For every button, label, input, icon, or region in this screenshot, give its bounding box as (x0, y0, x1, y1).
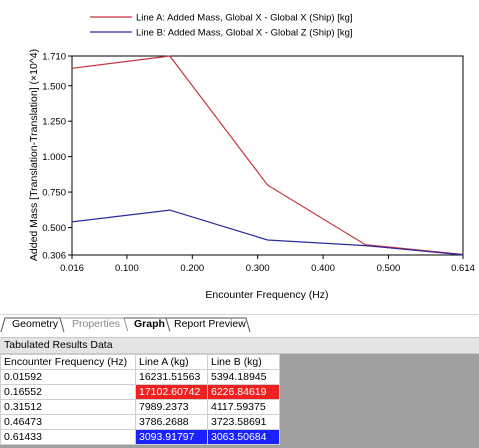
line-a-max-cell[interactable]: 17102.60742 (135, 384, 208, 400)
series-line-b (71, 209, 464, 256)
x-tick-label: 0.614 (451, 263, 475, 274)
y-tick-label: 1.710 (42, 52, 66, 63)
table-row[interactable]: 0.01592 16231.51563 5394.18945 (0, 369, 280, 385)
frequency-cell[interactable]: 0.61433 (0, 429, 136, 445)
legend-line-b-label: Line B: Added Mass, Global X - Global Z … (136, 28, 353, 39)
frequency-cell[interactable]: 0.31512 (0, 399, 136, 415)
x-tick-label: 0.016 (60, 263, 84, 274)
line-a-cell[interactable]: 16231.51563 (135, 369, 208, 385)
line-b-cell[interactable]: 5394.18945 (207, 369, 280, 385)
results-header-row: Encounter Frequency (Hz) Line A (kg) Lin… (0, 354, 280, 370)
x-tick-label: 0.300 (246, 263, 270, 274)
view-tab-strip: Geometry Properties Graph Report Preview (0, 314, 479, 333)
line-a-min-cell[interactable]: 3093.91797 (135, 429, 208, 445)
tab-geometry[interactable]: Geometry (12, 318, 59, 330)
table-row[interactable]: 0.46473 3786.2688 3723.58691 (0, 414, 280, 430)
chart-legend: Line A: Added Mass, Global X - Global X … (90, 13, 353, 39)
y-tick-label: 0.500 (42, 223, 66, 234)
line-b-cell[interactable]: 4117.59375 (207, 399, 280, 415)
line-b-cell[interactable]: 3723.58691 (207, 414, 280, 430)
x-tick-label: 0.500 (377, 263, 401, 274)
x-tick-label: 0.100 (115, 263, 139, 274)
column-header-line-a[interactable]: Line A (kg) (135, 354, 208, 370)
frequency-cell[interactable]: 0.46473 (0, 414, 136, 430)
legend-line-a-label: Line A: Added Mass, Global X - Global X … (136, 13, 353, 24)
tab-properties[interactable]: Properties (72, 318, 120, 330)
y-tick-label: 1.500 (42, 81, 66, 92)
results-table-container: Encounter Frequency (Hz) Line A (kg) Lin… (0, 354, 479, 448)
y-tick-label: 0.306 (42, 251, 66, 262)
added-mass-chart: Line A: Added Mass, Global X - Global X … (28, 13, 475, 302)
plot-area (71, 55, 464, 256)
x-axis-label: Encounter Frequency (Hz) (205, 289, 328, 301)
frequency-cell[interactable]: 0.01592 (0, 369, 136, 385)
column-header-line-b[interactable]: Line B (kg) (207, 354, 280, 370)
table-row[interactable]: 0.61433 3093.91797 3063.50684 (0, 429, 280, 445)
table-row[interactable]: 0.31512 7989.2373 4117.59375 (0, 399, 280, 415)
y-tick-label: 1.250 (42, 117, 66, 128)
data-series (71, 55, 464, 256)
line-a-cell[interactable]: 7989.2373 (135, 399, 208, 415)
results-table: Encounter Frequency (Hz) Line A (kg) Lin… (0, 354, 280, 445)
y-tick-label: 1.000 (42, 152, 66, 163)
series-line-a (71, 55, 464, 256)
tab-report-preview[interactable]: Report Preview (174, 318, 246, 330)
line-b-max-cell[interactable]: 6226.84619 (207, 384, 280, 400)
x-tick-label: 0.200 (180, 263, 204, 274)
y-axis-ticks: 0.306 0.500 0.750 1.000 1.250 1.500 1.710 (42, 52, 72, 262)
tab-graph[interactable]: Graph (134, 318, 165, 330)
x-axis-ticks: 0.016 0.100 0.200 0.300 0.400 0.500 0.614 (60, 255, 475, 274)
tab-outlines (0, 317, 251, 333)
x-tick-label: 0.400 (311, 263, 335, 274)
y-tick-label: 0.750 (42, 188, 66, 199)
results-panel-title: Tabulated Results Data (0, 337, 479, 354)
table-row[interactable]: 0.16552 17102.60742 6226.84619 (0, 384, 280, 400)
line-a-cell[interactable]: 3786.2688 (135, 414, 208, 430)
graph-panel: Line A: Added Mass, Global X - Global X … (28, 12, 475, 302)
column-header-frequency[interactable]: Encounter Frequency (Hz) (0, 354, 136, 370)
line-b-min-cell[interactable]: 3063.50684 (207, 429, 280, 445)
frequency-cell[interactable]: 0.16552 (0, 384, 136, 400)
y-axis-label: Added Mass [Translation-Translation] (×1… (28, 49, 40, 261)
